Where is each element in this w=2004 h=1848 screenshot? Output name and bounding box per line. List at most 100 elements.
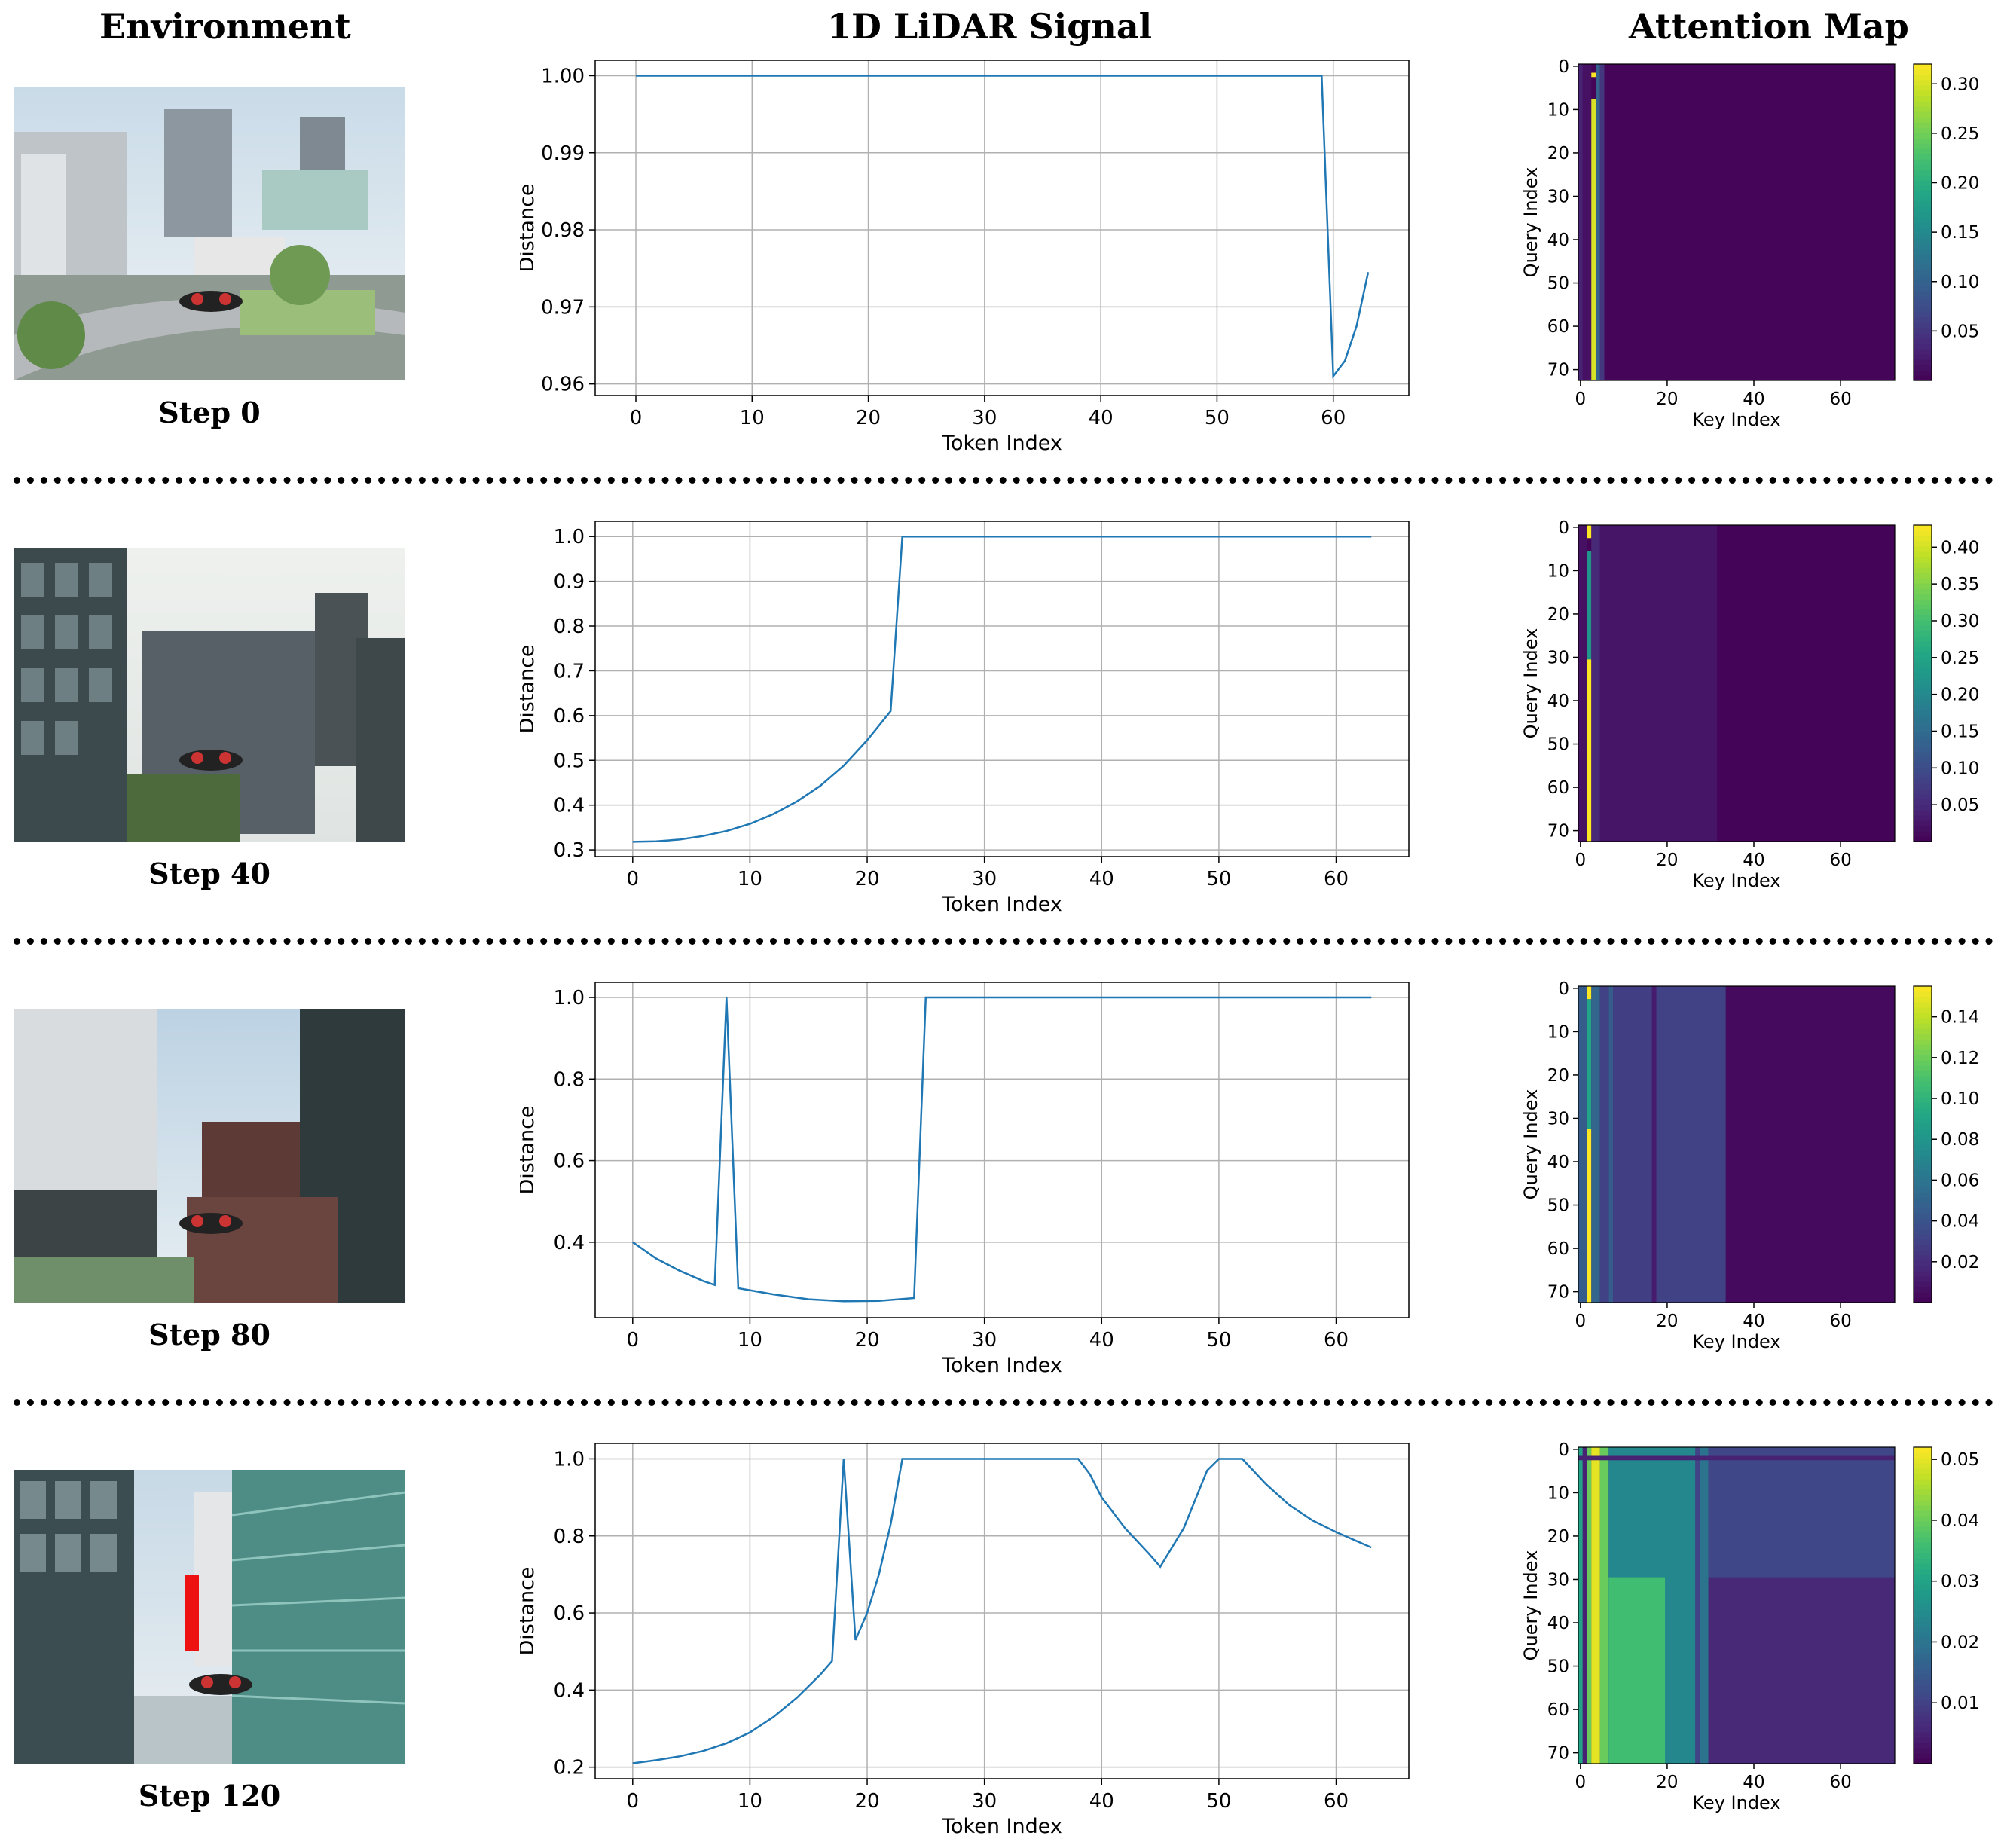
colorbar-segment xyxy=(1914,175,1932,181)
environment-photo xyxy=(14,548,405,842)
colorbar-segment xyxy=(1914,233,1932,239)
colorbar-segment xyxy=(1914,1663,1932,1669)
y-tick-label: 50 xyxy=(1547,1657,1569,1677)
colorbar-segment xyxy=(1914,1706,1932,1712)
colorbar-segment xyxy=(1914,1255,1932,1261)
y-axis-label: Query Index xyxy=(1520,167,1541,278)
environment-header: Environment xyxy=(99,6,351,47)
colorbar-segment xyxy=(1914,757,1932,763)
y-tick-label: 0.98 xyxy=(541,219,585,242)
colorbar-segment xyxy=(1914,1695,1932,1701)
colorbar-segment xyxy=(1914,1129,1932,1135)
colorbar-segment xyxy=(1914,1076,1932,1082)
colorbar-segment xyxy=(1914,338,1932,344)
y-axis-label: Distance xyxy=(520,1566,539,1655)
colorbar-segment xyxy=(1914,1584,1932,1590)
colorbar-segment xyxy=(1914,1579,1932,1585)
colorbar-segment xyxy=(1914,805,1932,811)
colorbar-segment xyxy=(1914,64,1932,70)
colorbar-segment xyxy=(1914,1700,1932,1706)
colorbar-segment xyxy=(1914,1034,1932,1040)
colorbar-segment xyxy=(1914,1013,1932,1019)
heatmap-cell-band xyxy=(1582,64,1592,380)
y-tick-label: 60 xyxy=(1547,1239,1569,1259)
colorbar-segment xyxy=(1914,736,1932,742)
plot-frame xyxy=(594,521,1410,857)
y-tick-label: 0 xyxy=(1558,57,1569,77)
y-axis-label: Query Index xyxy=(1520,628,1541,739)
colorbar-segment xyxy=(1914,773,1932,779)
colorbar-tick-label: 0.02 xyxy=(1941,1633,1979,1652)
x-tick-label: 20 xyxy=(1656,1312,1678,1331)
colorbar-segment xyxy=(1914,1484,1932,1490)
colorbar-segment xyxy=(1914,1648,1932,1654)
colorbar-label: Attention weight xyxy=(1999,1072,2000,1216)
lidar-chart: 0 10 20 30 40 50 60 0.3 0.4 0.5 0.6 0.7 0.8 0.9 1.0 Tok… xyxy=(520,521,1410,916)
colorbar-segment xyxy=(1914,1632,1932,1638)
y-tick-label: 20 xyxy=(1547,605,1569,625)
colorbar-segment xyxy=(1914,254,1932,260)
colorbar-segment xyxy=(1914,1028,1932,1034)
x-tick-label: 30 xyxy=(972,868,997,890)
colorbar-segment xyxy=(1914,375,1932,381)
heatmap-cell-band xyxy=(1587,525,1592,539)
colorbar-segment xyxy=(1914,1516,1932,1522)
heatmap-frame xyxy=(1578,1446,1896,1764)
colorbar-segment xyxy=(1914,1123,1932,1129)
row-separator xyxy=(14,938,1993,945)
colorbar-segment xyxy=(1914,1600,1932,1606)
colorbar-segment xyxy=(1914,1447,1932,1453)
colorbar-segment xyxy=(1914,731,1932,737)
y-tick-label: 0.9 xyxy=(554,571,585,594)
x-tick-label: 20 xyxy=(854,1790,879,1813)
colorbar-segment xyxy=(1914,101,1932,107)
heatmap-cell-band xyxy=(1587,986,1592,1000)
colorbar-segment xyxy=(1914,322,1932,328)
colorbar-segment xyxy=(1914,689,1932,695)
colorbar-segment xyxy=(1914,1495,1932,1501)
heatmap-frame xyxy=(1578,63,1896,381)
colorbar-segment xyxy=(1914,333,1932,339)
colorbar-segment xyxy=(1914,1187,1932,1193)
y-tick-label: 0.7 xyxy=(554,660,585,683)
colorbar-segment xyxy=(1914,1642,1932,1648)
colorbar-segment xyxy=(1914,185,1932,191)
heatmap-cell-band xyxy=(1651,986,1657,1303)
colorbar-tick-label: 0.02 xyxy=(1941,1253,1979,1272)
colorbar-segment xyxy=(1914,815,1932,821)
colorbar-segment xyxy=(1914,1202,1932,1208)
colorbar-segment xyxy=(1914,573,1932,579)
x-tick-label: 50 xyxy=(1206,868,1231,890)
colorbar-segment xyxy=(1914,1711,1932,1717)
distance-series-line xyxy=(632,535,1372,843)
colorbar-segment xyxy=(1914,191,1932,197)
colorbar-segment xyxy=(1914,1060,1932,1066)
colorbar-segment xyxy=(1914,1479,1932,1485)
colorbar-segment xyxy=(1914,1542,1932,1548)
colorbar-segment xyxy=(1914,1002,1932,1008)
colorbar-tick-label: 0.40 xyxy=(1941,538,1979,557)
colorbar-tick-label: 0.04 xyxy=(1941,1511,1979,1531)
colorbar-segment xyxy=(1914,646,1932,652)
colorbar-segment xyxy=(1914,1653,1932,1659)
x-tick-label: 20 xyxy=(1656,1773,1678,1792)
colorbar-segment xyxy=(1914,794,1932,800)
colorbar-tick-label: 0.30 xyxy=(1941,612,1979,631)
colorbar-segment xyxy=(1914,1758,1932,1764)
colorbar-segment xyxy=(1914,1637,1932,1643)
colorbar-segment xyxy=(1914,349,1932,355)
colorbar-segment xyxy=(1914,525,1932,531)
lidar-chart: 0 10 20 30 40 50 60 0.2 0.4 0.6 0.8 1.0 Token Index D… xyxy=(520,1443,1410,1838)
colorbar-segment xyxy=(1914,1500,1932,1506)
y-tick-label: 0 xyxy=(1558,979,1569,999)
y-tick-label: 10 xyxy=(1547,100,1569,120)
colorbar-segment xyxy=(1914,789,1932,795)
attention-heatmap: 0 20 40 60 0 10 20 30 40 50 60 70 Key Index Query Ind… xyxy=(1520,518,2000,891)
heatmap-cell-band xyxy=(1608,1577,1666,1764)
colorbar-tick-label: 0.15 xyxy=(1941,223,1979,243)
x-tick-label: 0 xyxy=(627,1790,640,1813)
colorbar-segment xyxy=(1914,259,1932,265)
colorbar-segment xyxy=(1914,1674,1932,1680)
colorbar-segment xyxy=(1914,620,1932,626)
colorbar-segment xyxy=(1914,1732,1932,1738)
